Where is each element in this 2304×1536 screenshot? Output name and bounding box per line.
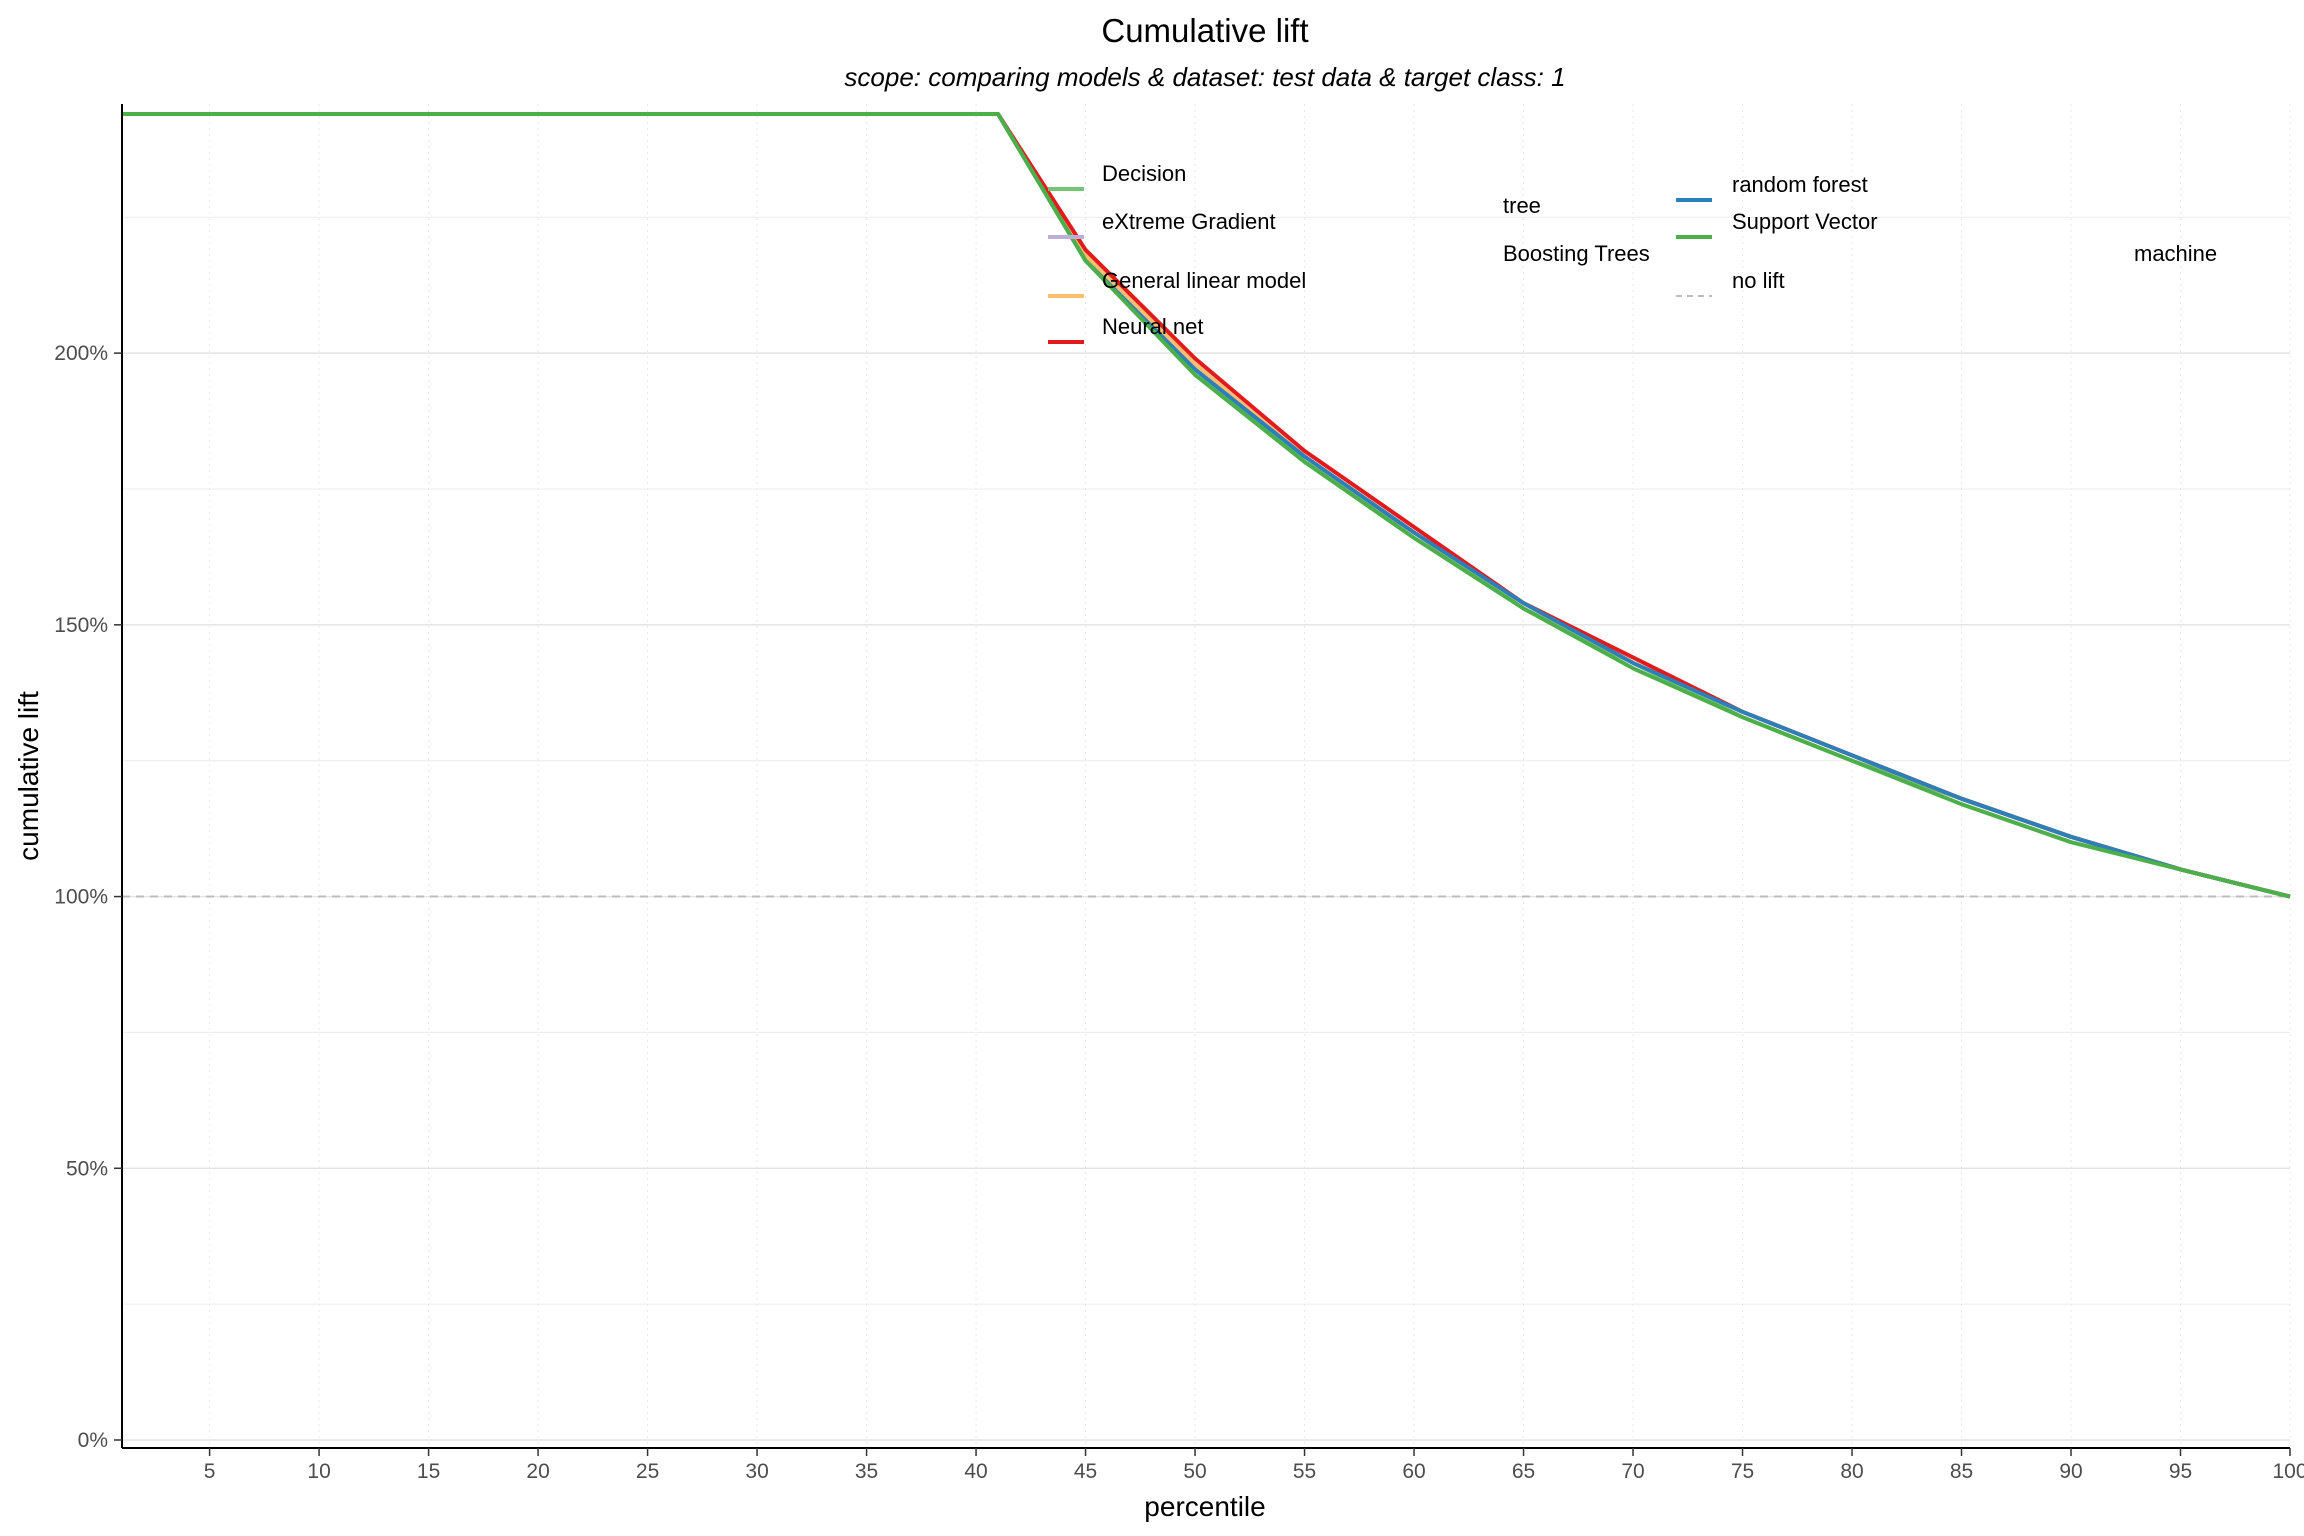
legend-label-extreme-gradient: eXtreme Gradient [1102,209,1276,234]
legend-label-wrap-decision: tree [1503,193,1541,218]
y-tick-label: 50% [66,1157,108,1180]
axes [121,104,2290,1449]
series-lines [122,112,2291,899]
x-tick-label: 45 [1074,1460,1097,1483]
legend-label-general-linear-model: General linear model [1102,268,1306,293]
x-tick-label: 20 [526,1460,549,1483]
legend-label-wrap-extreme-gradient: Boosting Trees [1503,241,1650,266]
x-tick-label: 25 [636,1460,659,1483]
x-tick-label: 60 [1402,1460,1425,1483]
legend-label-decision: Decision [1102,161,1186,186]
y-tick-label: 100% [54,886,108,909]
x-axis-ticks: 5 10 15 20 25 30 35 40 45 50 55 60 65 70 75 80 85 90 95 100 [204,1448,2304,1483]
chart-title: Cumulative lift [1101,12,1308,49]
chart-subtitle: scope: comparing models & dataset: test … [844,62,1565,92]
x-tick-label: 65 [1512,1460,1535,1483]
legend-label-no-lift: no lift [1732,268,1785,293]
x-tick-label: 50 [1183,1460,1206,1483]
x-tick-label: 15 [417,1460,440,1483]
x-axis-title: percentile [1144,1491,1265,1522]
x-tick-label: 80 [1840,1460,1863,1483]
legend: Decision tree eXtreme Gradient Boosting Tre… [1048,161,2217,344]
x-tick-label: 90 [2059,1460,2082,1483]
legend-label-wrap-support-vector: machine [2134,241,2217,266]
y-tick-label: 0% [78,1429,108,1452]
x-tick-label: 5 [204,1460,216,1483]
x-tick-label: 40 [964,1460,987,1483]
x-tick-label: 35 [855,1460,878,1483]
legend-label-random-forest: random forest [1732,172,1868,197]
x-tick-label: 70 [1621,1460,1644,1483]
legend-label-neural-net: Neural net [1102,314,1204,339]
x-tick-label: 100 [2272,1460,2304,1483]
grid [122,104,2291,1448]
legend-label-support-vector: Support Vector [1732,209,1878,234]
x-tick-label: 85 [1950,1460,1973,1483]
y-tick-label: 150% [54,614,108,637]
x-tick-label: 55 [1293,1460,1316,1483]
x-tick-label: 10 [307,1460,330,1483]
series-line-support-vector-machine [122,112,2291,899]
x-tick-label: 30 [745,1460,768,1483]
y-tick-label: 200% [54,342,108,365]
y-axis-ticks: 0% 50% 100% 150% 200% [54,342,122,1452]
x-tick-label: 75 [1731,1460,1754,1483]
y-axis-title: cumulative lift [13,691,44,861]
x-tick-label: 95 [2169,1460,2192,1483]
